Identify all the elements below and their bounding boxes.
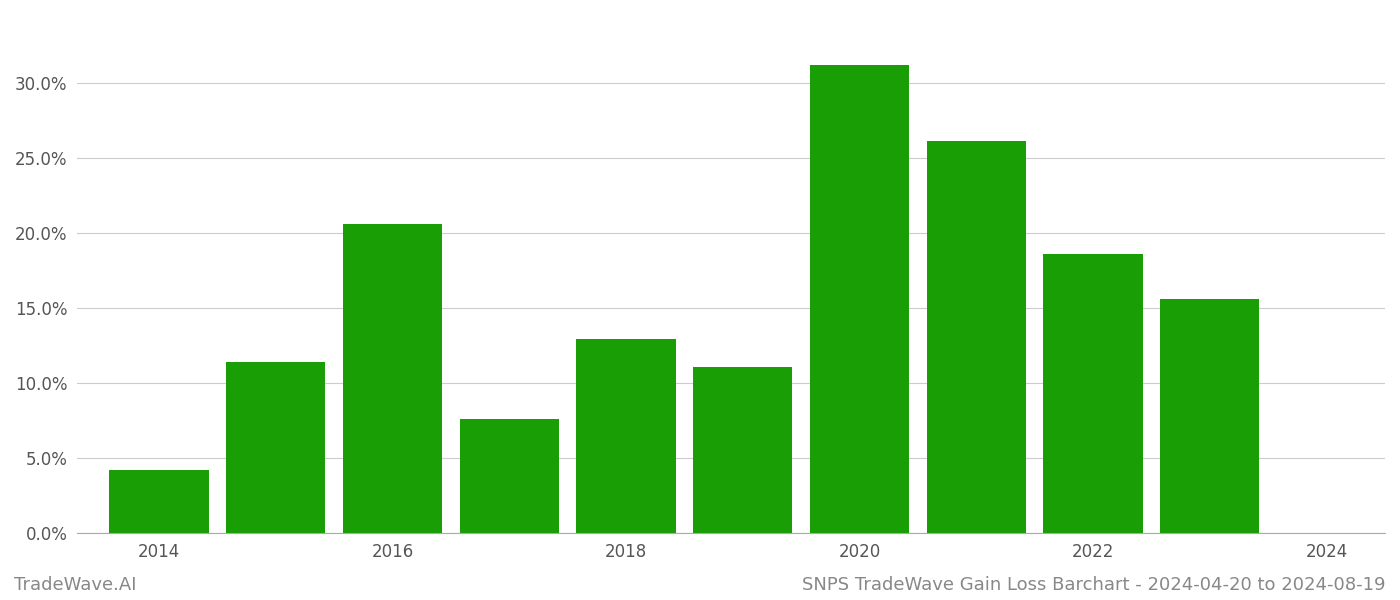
Bar bbox=[459, 419, 559, 533]
Bar bbox=[109, 470, 209, 533]
Bar bbox=[1161, 299, 1260, 533]
Text: TradeWave.AI: TradeWave.AI bbox=[14, 576, 137, 594]
Bar bbox=[225, 362, 325, 533]
Bar bbox=[577, 340, 676, 533]
Bar bbox=[927, 141, 1026, 533]
Bar bbox=[811, 65, 909, 533]
Bar bbox=[343, 224, 442, 533]
Text: SNPS TradeWave Gain Loss Barchart - 2024-04-20 to 2024-08-19: SNPS TradeWave Gain Loss Barchart - 2024… bbox=[802, 576, 1386, 594]
Bar bbox=[1043, 254, 1142, 533]
Bar bbox=[693, 367, 792, 533]
